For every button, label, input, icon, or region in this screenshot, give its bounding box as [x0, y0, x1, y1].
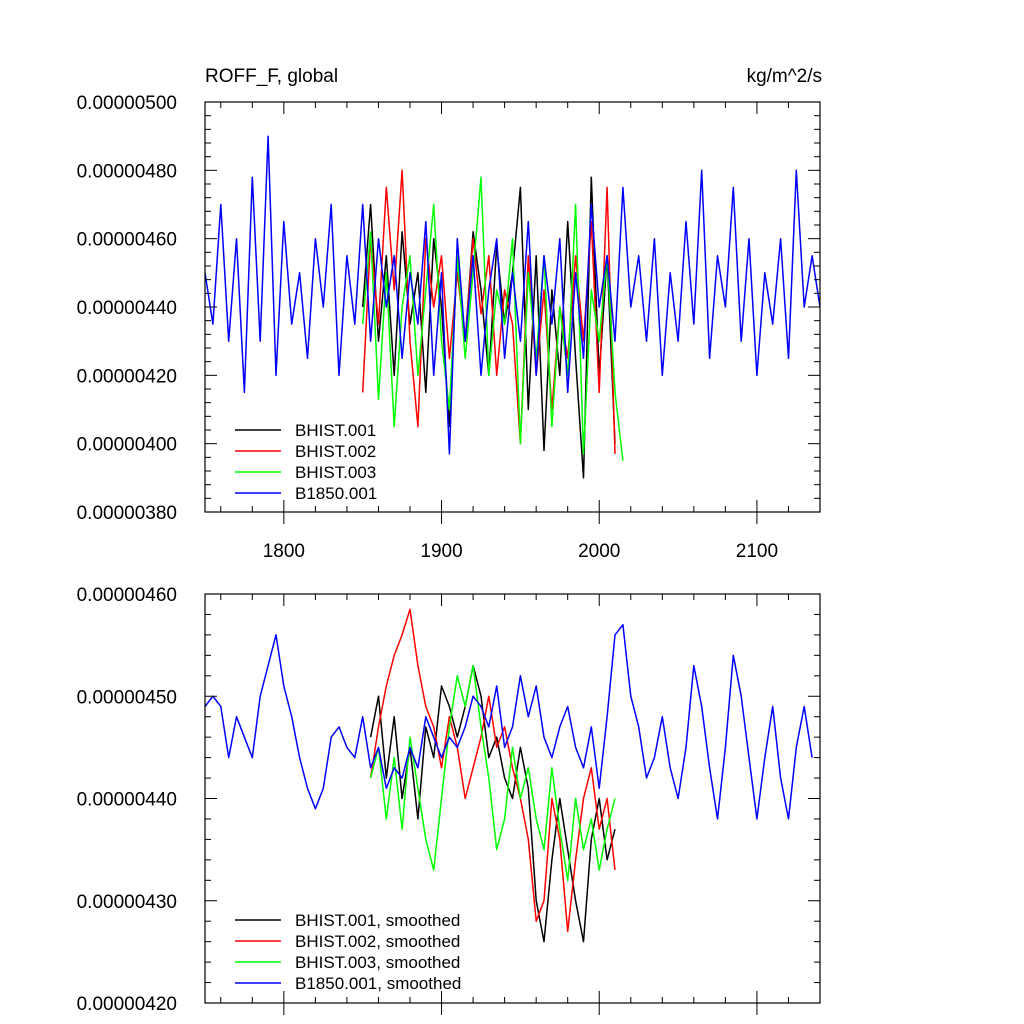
- legend-label: BHIST.003: [295, 463, 376, 482]
- y-tick-label: 0.00000500: [77, 93, 177, 114]
- legend-label: B1850.001: [295, 484, 377, 503]
- series-line-2: [369, 608, 616, 933]
- series-line-1: [369, 664, 616, 943]
- legend-label: BHIST.001, smoothed: [295, 911, 460, 930]
- y-tick-label: 0.00000440: [77, 790, 177, 811]
- units-label: kg/m^2/s: [747, 66, 822, 87]
- y-tick-label: 0.00000440: [77, 298, 177, 319]
- y-tick-label: 0.00000420: [77, 366, 177, 387]
- top-panel-raw: 0.00000380 0.00000400 0.00000420 0.00000440…: [77, 93, 821, 562]
- y-tick-label: 0.00000460: [77, 230, 177, 251]
- series-line-4: [205, 135, 820, 455]
- y-tick-label: 0.00000400: [77, 435, 177, 456]
- legend: BHIST.001, smoothed BHIST.002, smoothed BH…: [235, 911, 461, 993]
- x-tick-label: 1800: [263, 541, 305, 562]
- x-tick-label: 2100: [736, 541, 778, 562]
- legend-label: BHIST.001: [295, 421, 376, 440]
- x-tick-label: 2000: [578, 541, 620, 562]
- y-tick-label: 0.00000430: [77, 892, 177, 913]
- x-tick-label: 1900: [420, 541, 462, 562]
- legend-label: BHIST.002: [295, 442, 376, 461]
- chart-title: ROFF_F, global: [205, 66, 338, 87]
- y-tick-label: 0.00000460: [77, 585, 177, 606]
- legend-label: B1850.001, smoothed: [295, 974, 461, 993]
- legend-label: BHIST.003, smoothed: [295, 953, 460, 972]
- y-tick-label: 0.00000380: [77, 503, 177, 524]
- legend-label: BHIST.002, smoothed: [295, 932, 460, 951]
- series-line-4: [205, 623, 813, 820]
- y-tick-label: 0.00000480: [77, 161, 177, 182]
- series-line-2: [361, 169, 616, 454]
- series-line-3: [361, 176, 624, 461]
- y-tick-label: 0.00000450: [77, 687, 177, 708]
- bottom-panel-smoothed: 0.00000420 0.00000430 0.00000440 0.00000450…: [77, 585, 821, 1015]
- y-tick-label: 0.00000420: [77, 994, 177, 1015]
- series-line-3: [369, 664, 616, 882]
- legend: BHIST.001 BHIST.002 BHIST.003 B1850.001: [235, 421, 377, 503]
